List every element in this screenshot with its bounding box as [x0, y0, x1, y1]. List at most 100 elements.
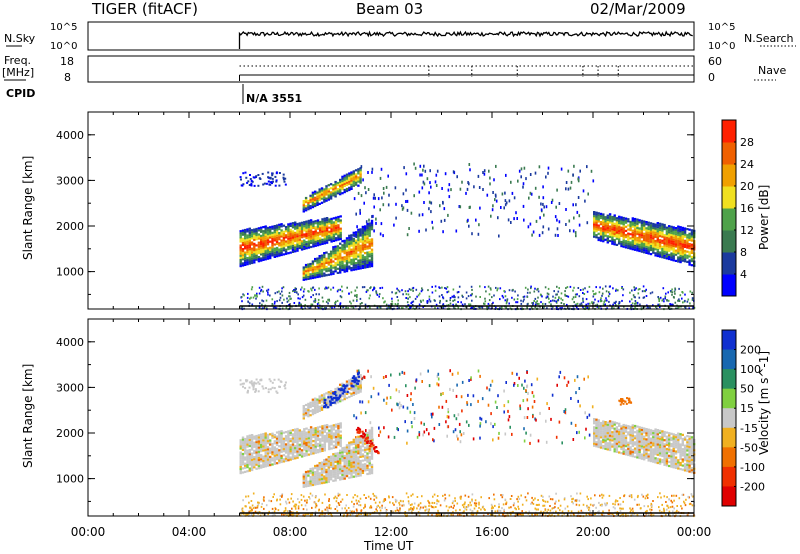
noise-cell — [472, 437, 475, 441]
ground-cell — [267, 293, 269, 296]
ground-cell — [561, 299, 564, 302]
colorbar-swatch — [722, 252, 736, 275]
echo-cell — [325, 225, 329, 228]
ground-cell — [555, 306, 558, 309]
echo-cell — [597, 214, 600, 217]
echo-cell — [273, 255, 276, 258]
echo-cell — [364, 241, 367, 244]
echo-cell — [294, 449, 297, 452]
echo-cell — [631, 229, 634, 232]
noise-cell — [520, 167, 523, 171]
noise-cell — [523, 416, 526, 420]
noise-cell — [524, 379, 526, 383]
echo-cell — [622, 245, 625, 248]
echo-cell — [323, 426, 326, 429]
ground-cell — [671, 501, 674, 504]
ground-cell — [571, 298, 574, 301]
echo-cell — [278, 252, 281, 255]
echo-cell — [332, 184, 335, 187]
ground-cell — [471, 299, 473, 302]
ground-cell — [465, 508, 468, 511]
ground-cell — [633, 498, 636, 501]
noise-cell — [405, 172, 408, 176]
ground-cell — [405, 293, 408, 296]
ground-cell — [437, 307, 439, 310]
echo-cell — [645, 235, 648, 238]
echo-cell — [343, 176, 346, 179]
echo-cell — [328, 435, 331, 438]
ground-cell — [299, 297, 301, 300]
echo-cell — [354, 245, 358, 248]
ground-cell — [383, 498, 385, 501]
noise-cell — [274, 175, 277, 178]
noise-cell — [532, 394, 535, 398]
echo-cell — [316, 434, 320, 437]
echo-cell — [679, 230, 682, 233]
echo-cell — [239, 258, 242, 261]
echo-cell — [643, 234, 646, 237]
noise-cell — [531, 405, 534, 409]
echo-cell — [361, 244, 365, 247]
echo-cell — [352, 174, 355, 177]
noise-cell — [363, 201, 365, 205]
echo-cell — [328, 232, 331, 235]
echo-cell — [248, 235, 251, 239]
ground-cell — [354, 294, 356, 297]
ground-cell — [375, 496, 378, 499]
echo-cell — [354, 233, 358, 236]
echo-cell — [307, 441, 311, 444]
ground-cell — [526, 291, 529, 294]
ground-cell — [571, 498, 573, 501]
echo-cell — [314, 198, 317, 201]
noise-cell — [387, 203, 390, 207]
echo-cell — [679, 248, 682, 251]
echo-cell — [352, 237, 355, 241]
ground-cell — [337, 502, 340, 504]
echo-cell — [280, 243, 283, 246]
noise-cell — [587, 192, 589, 196]
ground-cell — [637, 288, 640, 291]
echo-cell — [305, 222, 308, 225]
echo-cell — [361, 242, 365, 245]
echo-cell — [343, 178, 346, 181]
ground-cell — [517, 294, 519, 297]
echo-cell — [330, 428, 333, 432]
echo-cell — [264, 452, 267, 456]
ground-cell — [331, 306, 333, 309]
echo-cell — [658, 253, 662, 256]
echo-cell — [352, 264, 355, 267]
echo-cell — [608, 213, 612, 216]
echo-cell — [314, 192, 317, 195]
echo-cell — [357, 263, 360, 266]
echo-cell — [350, 250, 353, 253]
ground-cell — [584, 306, 587, 309]
echo-cell — [321, 226, 324, 229]
ground-cell — [414, 297, 417, 300]
echo-cell — [321, 220, 324, 223]
ground-cell — [618, 301, 621, 304]
echo-cell — [304, 276, 308, 279]
echo-cell — [329, 258, 333, 261]
noise-cell — [431, 415, 433, 419]
echo-cell — [613, 226, 616, 229]
ground-cell — [326, 506, 328, 509]
echo-cell — [631, 219, 634, 222]
echo-cell — [606, 229, 609, 232]
echo-cell — [330, 232, 333, 235]
echo-cell — [334, 257, 337, 261]
echo-cell — [329, 254, 333, 257]
echo-cell — [298, 449, 301, 452]
noise-cell — [265, 387, 267, 390]
echo-cell — [309, 233, 313, 236]
echo-cell — [323, 252, 326, 255]
echo-cell — [677, 258, 680, 261]
noise-cell — [495, 194, 497, 198]
ground-cell — [325, 286, 327, 289]
echo-cell — [280, 434, 283, 437]
echo-cell — [595, 225, 598, 229]
echo-cell — [318, 198, 321, 201]
echo-cell — [303, 247, 306, 250]
echo-cell — [248, 258, 251, 261]
echo-cell — [241, 459, 245, 462]
echo-cell — [359, 248, 362, 251]
